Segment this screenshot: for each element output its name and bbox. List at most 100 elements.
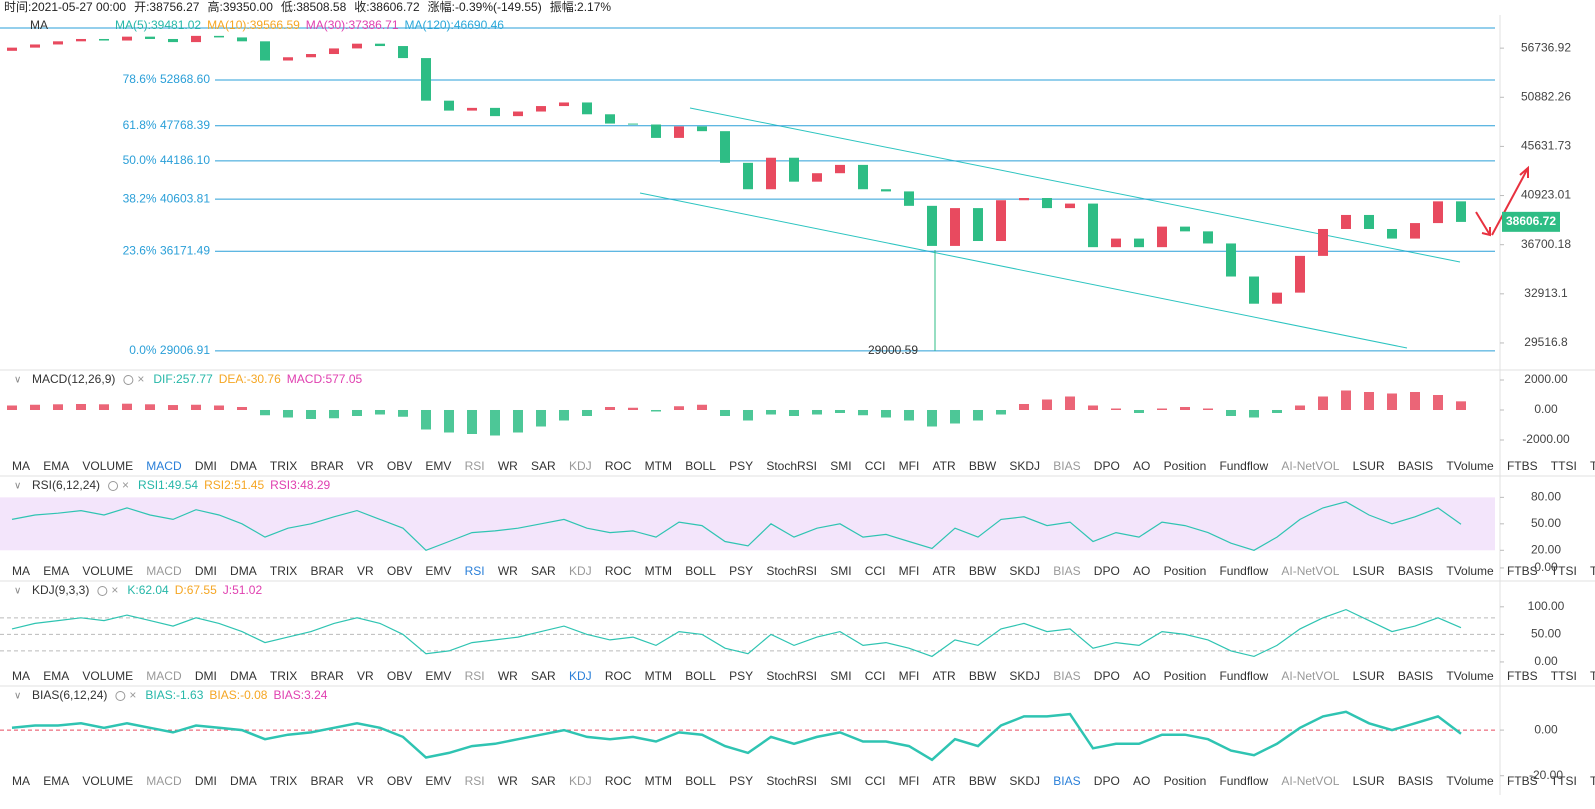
indicator-tab[interactable]: BIAS <box>1053 774 1080 788</box>
indicator-tab[interactable]: TTMU <box>1590 669 1595 683</box>
indicator-tab[interactable]: SAR <box>531 774 556 788</box>
indicator-tab[interactable]: TTSI <box>1551 564 1577 578</box>
indicator-tab[interactable]: BASIS <box>1398 459 1433 473</box>
indicator-tab[interactable]: DPO <box>1094 459 1120 473</box>
indicator-tab[interactable]: BRAR <box>310 774 344 788</box>
indicator-tab[interactable]: TTSI <box>1551 459 1577 473</box>
indicator-tab[interactable]: WR <box>498 669 518 683</box>
indicator-tab[interactable]: TTMU <box>1590 564 1595 578</box>
indicator-tab[interactable]: MACD <box>146 669 182 683</box>
indicator-tab[interactable]: SKDJ <box>1009 774 1040 788</box>
indicator-tab[interactable]: BBW <box>969 459 997 473</box>
indicator-tab[interactable]: TTMU <box>1590 459 1595 473</box>
indicator-tab[interactable]: TRIX <box>270 774 297 788</box>
indicator-tab[interactable]: BOLL <box>685 459 716 473</box>
indicator-tab[interactable]: ATR <box>933 564 956 578</box>
indicator-tab[interactable]: BRAR <box>310 564 344 578</box>
indicator-tab[interactable]: ROC <box>605 459 632 473</box>
indicator-tab[interactable]: FTBS <box>1507 669 1538 683</box>
indicator-tab[interactable]: KDJ <box>569 669 592 683</box>
indicator-tab[interactable]: BOLL <box>685 669 716 683</box>
indicator-tab[interactable]: AO <box>1133 774 1150 788</box>
indicator-tab[interactable]: BASIS <box>1398 564 1433 578</box>
indicator-tab[interactable]: PSY <box>729 774 753 788</box>
indicator-tab[interactable]: BBW <box>969 774 997 788</box>
indicator-tab[interactable]: AI-NetVOL <box>1281 564 1339 578</box>
indicator-tab[interactable]: EMV <box>425 669 451 683</box>
indicator-tab[interactable]: PSY <box>729 564 753 578</box>
indicator-tab[interactable]: FTBS <box>1507 774 1538 788</box>
indicator-tab[interactable]: Fundflow <box>1219 669 1268 683</box>
indicator-tab[interactable]: DPO <box>1094 774 1120 788</box>
indicator-tab[interactable]: TTSI <box>1551 669 1577 683</box>
indicator-tab[interactable]: BBW <box>969 564 997 578</box>
indicator-tab[interactable]: EMV <box>425 774 451 788</box>
indicator-tab[interactable]: LSUR <box>1353 774 1385 788</box>
indicator-tab[interactable]: ROC <box>605 669 632 683</box>
indicator-tab[interactable]: VOLUME <box>82 564 133 578</box>
indicator-tab[interactable]: CCI <box>865 564 886 578</box>
indicator-tab[interactable]: MFI <box>899 564 920 578</box>
indicator-tab[interactable]: ATR <box>933 774 956 788</box>
indicator-tab[interactable]: MA <box>12 774 30 788</box>
indicator-tab[interactable]: KDJ <box>569 459 592 473</box>
indicator-tab[interactable]: RSI <box>465 564 485 578</box>
indicator-tab[interactable]: DMA <box>230 774 257 788</box>
indicator-tab[interactable]: RSI <box>465 669 485 683</box>
indicator-tab[interactable]: OBV <box>387 564 412 578</box>
indicator-tab[interactable]: AI-NetVOL <box>1281 774 1339 788</box>
indicator-tab[interactable]: AO <box>1133 669 1150 683</box>
indicator-tab[interactable]: ROC <box>605 774 632 788</box>
indicator-tab[interactable]: SAR <box>531 669 556 683</box>
indicator-tab[interactable]: SKDJ <box>1009 669 1040 683</box>
indicator-tab[interactable]: MA <box>12 459 30 473</box>
indicator-tab[interactable]: VR <box>357 669 374 683</box>
indicator-tab[interactable]: KDJ <box>569 564 592 578</box>
indicator-tab[interactable]: OBV <box>387 669 412 683</box>
indicator-tab[interactable]: BRAR <box>310 459 344 473</box>
indicator-tab[interactable]: EMV <box>425 459 451 473</box>
indicator-tab[interactable]: MFI <box>899 459 920 473</box>
indicator-tab[interactable]: SMI <box>830 564 851 578</box>
indicator-tab[interactable]: MACD <box>146 459 182 473</box>
indicator-tab[interactable]: StochRSI <box>766 459 817 473</box>
indicator-tab[interactable]: EMA <box>43 774 69 788</box>
indicator-tab[interactable]: TTMU <box>1590 774 1595 788</box>
indicator-tab[interactable]: MFI <box>899 669 920 683</box>
indicator-tab[interactable]: OBV <box>387 774 412 788</box>
indicator-tab[interactable]: MTM <box>645 459 672 473</box>
indicator-tab[interactable]: WR <box>498 774 518 788</box>
indicator-tab[interactable]: DPO <box>1094 669 1120 683</box>
indicator-tab[interactable]: BASIS <box>1398 669 1433 683</box>
indicator-tab[interactable]: Fundflow <box>1219 774 1268 788</box>
indicator-tab[interactable]: LSUR <box>1353 459 1385 473</box>
indicator-tab[interactable]: WR <box>498 564 518 578</box>
indicator-tab[interactable]: TTSI <box>1551 774 1577 788</box>
indicator-tab[interactable]: RSI <box>465 459 485 473</box>
indicator-tab[interactable]: MFI <box>899 774 920 788</box>
indicator-tab[interactable]: TRIX <box>270 669 297 683</box>
indicator-tab[interactable]: MTM <box>645 774 672 788</box>
indicator-tab[interactable]: DMI <box>195 459 217 473</box>
indicator-tab[interactable]: CCI <box>865 774 886 788</box>
indicator-tab[interactable]: EMV <box>425 564 451 578</box>
indicator-tab[interactable]: SKDJ <box>1009 564 1040 578</box>
indicator-tab[interactable]: VR <box>357 774 374 788</box>
indicator-tab[interactable]: AI-NetVOL <box>1281 669 1339 683</box>
indicator-tab[interactable]: MACD <box>146 774 182 788</box>
indicator-tab[interactable]: DMI <box>195 669 217 683</box>
indicator-tab[interactable]: ROC <box>605 564 632 578</box>
indicator-tab[interactable]: Position <box>1164 669 1207 683</box>
indicator-tab[interactable]: BIAS <box>1053 564 1080 578</box>
indicator-tab[interactable]: AO <box>1133 564 1150 578</box>
indicator-tab[interactable]: FTBS <box>1507 564 1538 578</box>
indicator-tab[interactable]: BBW <box>969 669 997 683</box>
indicator-tab[interactable]: TVolume <box>1446 459 1494 473</box>
indicator-tab[interactable]: PSY <box>729 669 753 683</box>
indicator-tab[interactable]: MA <box>12 564 30 578</box>
indicator-tab[interactable]: Position <box>1164 774 1207 788</box>
indicator-tab[interactable]: EMA <box>43 669 69 683</box>
indicator-tab[interactable]: StochRSI <box>766 564 817 578</box>
indicator-tab[interactable]: VOLUME <box>82 774 133 788</box>
indicator-tab[interactable]: VR <box>357 564 374 578</box>
